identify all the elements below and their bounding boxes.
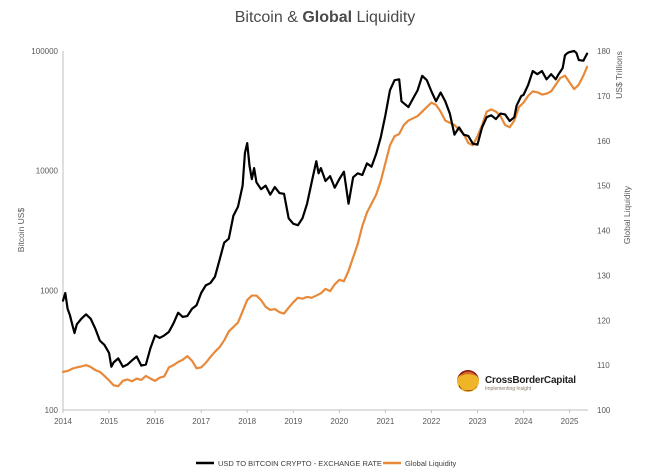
y-right-tick-180: 180 bbox=[597, 47, 611, 56]
y-right-tick-170: 170 bbox=[597, 92, 611, 101]
x-tick-2015: 2015 bbox=[100, 417, 118, 426]
y-right-tick-110: 110 bbox=[597, 361, 610, 370]
legend: USD TO BITCOIN CRYPTO - EXCHANGE RATE Gl… bbox=[196, 459, 457, 468]
y-right-tick-160: 160 bbox=[597, 137, 611, 146]
series-layer bbox=[61, 49, 589, 388]
x-tick-2021: 2021 bbox=[376, 417, 394, 426]
series-line-global-liquidity bbox=[61, 65, 589, 388]
logo-mark-icon bbox=[457, 370, 479, 392]
y-left-tick-100000: 100000 bbox=[31, 47, 58, 56]
chart-title-part-1: Bitcoin & bbox=[235, 9, 303, 26]
y-right-axis-title: Global Liquidity bbox=[622, 185, 632, 244]
logo: CrossBorderCapital Implementing Insight bbox=[457, 370, 576, 392]
y-right-tick-100: 100 bbox=[597, 406, 611, 415]
x-tick-2014: 2014 bbox=[54, 417, 72, 426]
y-right-tick-150: 150 bbox=[597, 182, 611, 191]
chart-title-part-3: Liquidity bbox=[352, 9, 415, 26]
x-tick-2019: 2019 bbox=[284, 417, 302, 426]
y-left-axis-title: Bitcoin US$ bbox=[16, 208, 26, 253]
x-tick-labels: 2014 2015 2016 2017 2018 2019 2020 2021 2022 2023… bbox=[54, 410, 579, 426]
x-tick-2020: 2020 bbox=[330, 417, 348, 426]
chart-title-part-2: Global bbox=[302, 9, 352, 26]
x-tick-2024: 2024 bbox=[515, 417, 533, 426]
right-tick-labels: 180 170 160 150 140 130 120 110 100 bbox=[597, 47, 611, 415]
left-tick-labels: 100000 10000 1000 100 bbox=[31, 47, 58, 415]
y-right-axis-title-top: US$ Trillions bbox=[614, 51, 624, 99]
legend-label-bitcoin: USD TO BITCOIN CRYPTO - EXCHANGE RATE bbox=[218, 459, 382, 468]
chart-title: Bitcoin & Global Liquidity bbox=[235, 9, 416, 26]
y-right-tick-130: 130 bbox=[597, 271, 611, 280]
legend-label-liquidity: Global Liquidity bbox=[405, 459, 457, 468]
x-tick-2025: 2025 bbox=[561, 417, 579, 426]
x-tick-2017: 2017 bbox=[192, 417, 210, 426]
plot-axes bbox=[62, 51, 588, 411]
y-left-tick-10000: 10000 bbox=[36, 167, 59, 176]
series-line-bitcoin bbox=[61, 49, 589, 368]
x-tick-2022: 2022 bbox=[423, 417, 441, 426]
x-tick-2016: 2016 bbox=[146, 417, 164, 426]
logo-name: CrossBorderCapital bbox=[485, 375, 576, 386]
y-left-tick-100: 100 bbox=[45, 406, 59, 415]
x-tick-2018: 2018 bbox=[238, 417, 256, 426]
y-left-tick-1000: 1000 bbox=[40, 286, 58, 295]
x-tick-2023: 2023 bbox=[469, 417, 487, 426]
y-right-tick-120: 120 bbox=[597, 316, 611, 325]
logo-tagline: Implementing Insight bbox=[485, 386, 532, 392]
y-right-tick-140: 140 bbox=[597, 227, 611, 236]
